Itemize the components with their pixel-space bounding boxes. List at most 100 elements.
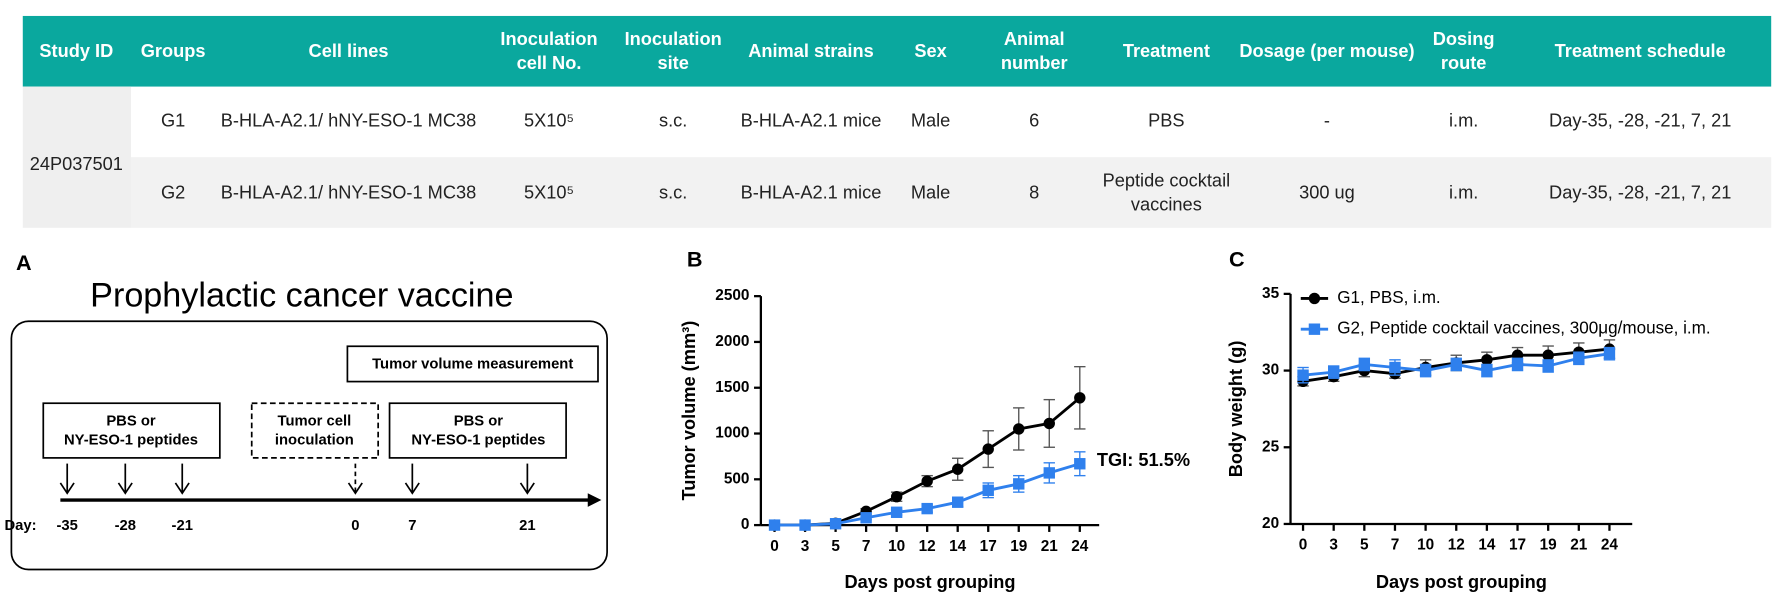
y-axis-label: Body weight (g) [1226, 341, 1246, 478]
marker [1481, 354, 1493, 366]
x-tick-label: 5 [831, 538, 840, 555]
table-cell: i.m. [1449, 111, 1478, 131]
table-cell: 8 [1029, 182, 1039, 202]
study-id-bg [22, 86, 131, 228]
column-header: Animal strains [748, 41, 874, 61]
table-cell: G1 [161, 111, 185, 131]
column-header: Sex [914, 41, 946, 61]
table-cell: B-HLA-A2.1/ hNY-ESO-1 MC38 [221, 182, 477, 202]
column-header: Treatment schedule [1555, 41, 1726, 61]
marker [921, 475, 933, 487]
marker [982, 443, 994, 455]
column-header: Inoculation [500, 29, 597, 49]
panel-label: A [16, 250, 32, 275]
box [42, 402, 221, 459]
arrow-head [347, 482, 363, 495]
column-header: Study ID [39, 41, 113, 61]
table-cell: B-HLA-A2.1/ hNY-ESO-1 MC38 [221, 111, 477, 131]
annotation: TGI: 51.5% [1097, 450, 1190, 470]
x-tick-label: 10 [1417, 537, 1434, 554]
table-cell: PBS [1148, 111, 1184, 131]
marker [860, 512, 872, 524]
table-cell: Day-35, -28, -21, 7, 21 [1549, 182, 1731, 202]
marker [1074, 458, 1086, 470]
y-axis-label: Tumor volume (mm³) [679, 321, 699, 501]
column-header: Animal [1004, 29, 1065, 49]
y-tick-label: 35 [1262, 285, 1280, 302]
y-tick-label: 20 [1262, 515, 1279, 532]
table-cell: 300 ug [1299, 182, 1355, 202]
marker [1074, 392, 1086, 404]
marker [1542, 360, 1554, 372]
box [250, 402, 380, 459]
box-text: NY-ESO-1 peptides [411, 433, 545, 449]
x-tick-label: 5 [1360, 537, 1369, 554]
marker [1358, 358, 1371, 371]
marker [1308, 323, 1321, 335]
table-cell: G2 [161, 182, 185, 202]
panel-a: A Prophylactic cancer vaccine Tumor volu… [4, 250, 608, 571]
day-label: -21 [172, 518, 193, 534]
arrow-head [117, 482, 133, 495]
x-tick-label: 14 [949, 538, 967, 555]
x-tick-label: 19 [1010, 538, 1027, 555]
marker [952, 496, 964, 508]
column-header: route [1441, 53, 1487, 73]
column-header: Cell lines [309, 41, 389, 61]
box-text: inoculation [275, 433, 354, 449]
table-cell: Peptide cocktail [1103, 170, 1231, 190]
table-cell: 5X10⁵ [524, 111, 574, 131]
box-text: PBS or [106, 413, 156, 429]
table-cell: i.m. [1449, 182, 1478, 202]
marker [768, 519, 781, 531]
series-line [774, 462, 1081, 527]
table-cell: Male [911, 111, 951, 131]
y-tick-label: 2500 [715, 287, 749, 304]
x-tick-label: 0 [1299, 537, 1308, 554]
marker [1389, 361, 1401, 374]
marker [829, 518, 842, 530]
x-tick-label: 14 [1478, 537, 1496, 554]
x-tick-label: 3 [1329, 537, 1338, 554]
table-cell: Male [911, 182, 951, 202]
table-cell: s.c. [659, 111, 687, 131]
marker [799, 519, 811, 531]
y-tick-label: 25 [1262, 438, 1280, 455]
x-tick-label: 7 [1391, 537, 1400, 554]
day-label: -35 [57, 518, 78, 534]
x-tick-label: 12 [919, 538, 936, 555]
table-header-bg [22, 15, 1772, 87]
x-tick-label: 3 [801, 538, 810, 555]
arrow-head [59, 482, 75, 495]
marker [982, 484, 994, 496]
table-cell: B-HLA-A2.1 mice [741, 111, 882, 131]
x-tick-label: 12 [1448, 537, 1465, 554]
panel-label: C [1229, 247, 1245, 272]
y-tick-label: 500 [724, 470, 750, 487]
x-axis-label: Days post grouping [844, 572, 1015, 592]
day-label: -28 [115, 518, 136, 534]
column-header: Inoculation [625, 29, 722, 49]
arrow-head [174, 482, 190, 495]
table-cell: vaccines [1131, 194, 1202, 214]
day-label: 0 [351, 518, 359, 534]
marker [1013, 478, 1025, 490]
marker [890, 491, 903, 503]
box [346, 345, 599, 383]
x-tick-label: 21 [1041, 538, 1059, 555]
x-tick-label: 24 [1071, 538, 1089, 555]
table-cell: 5X10⁵ [524, 182, 574, 202]
column-header: Groups [141, 41, 206, 61]
x-tick-label: 24 [1601, 537, 1619, 554]
box-text: NY-ESO-1 peptides [64, 433, 198, 449]
marker [1419, 364, 1432, 377]
marker [1013, 423, 1025, 435]
column-header: number [1001, 53, 1068, 73]
marker [1043, 417, 1055, 430]
panel-title: Prophylactic cancer vaccine [90, 276, 513, 314]
x-axis-label: Days post grouping [1376, 572, 1547, 592]
study-id: 24P037501 [30, 154, 123, 174]
column-header: Dosage (per mouse) [1239, 41, 1414, 61]
y-tick-label: 2000 [715, 333, 749, 350]
